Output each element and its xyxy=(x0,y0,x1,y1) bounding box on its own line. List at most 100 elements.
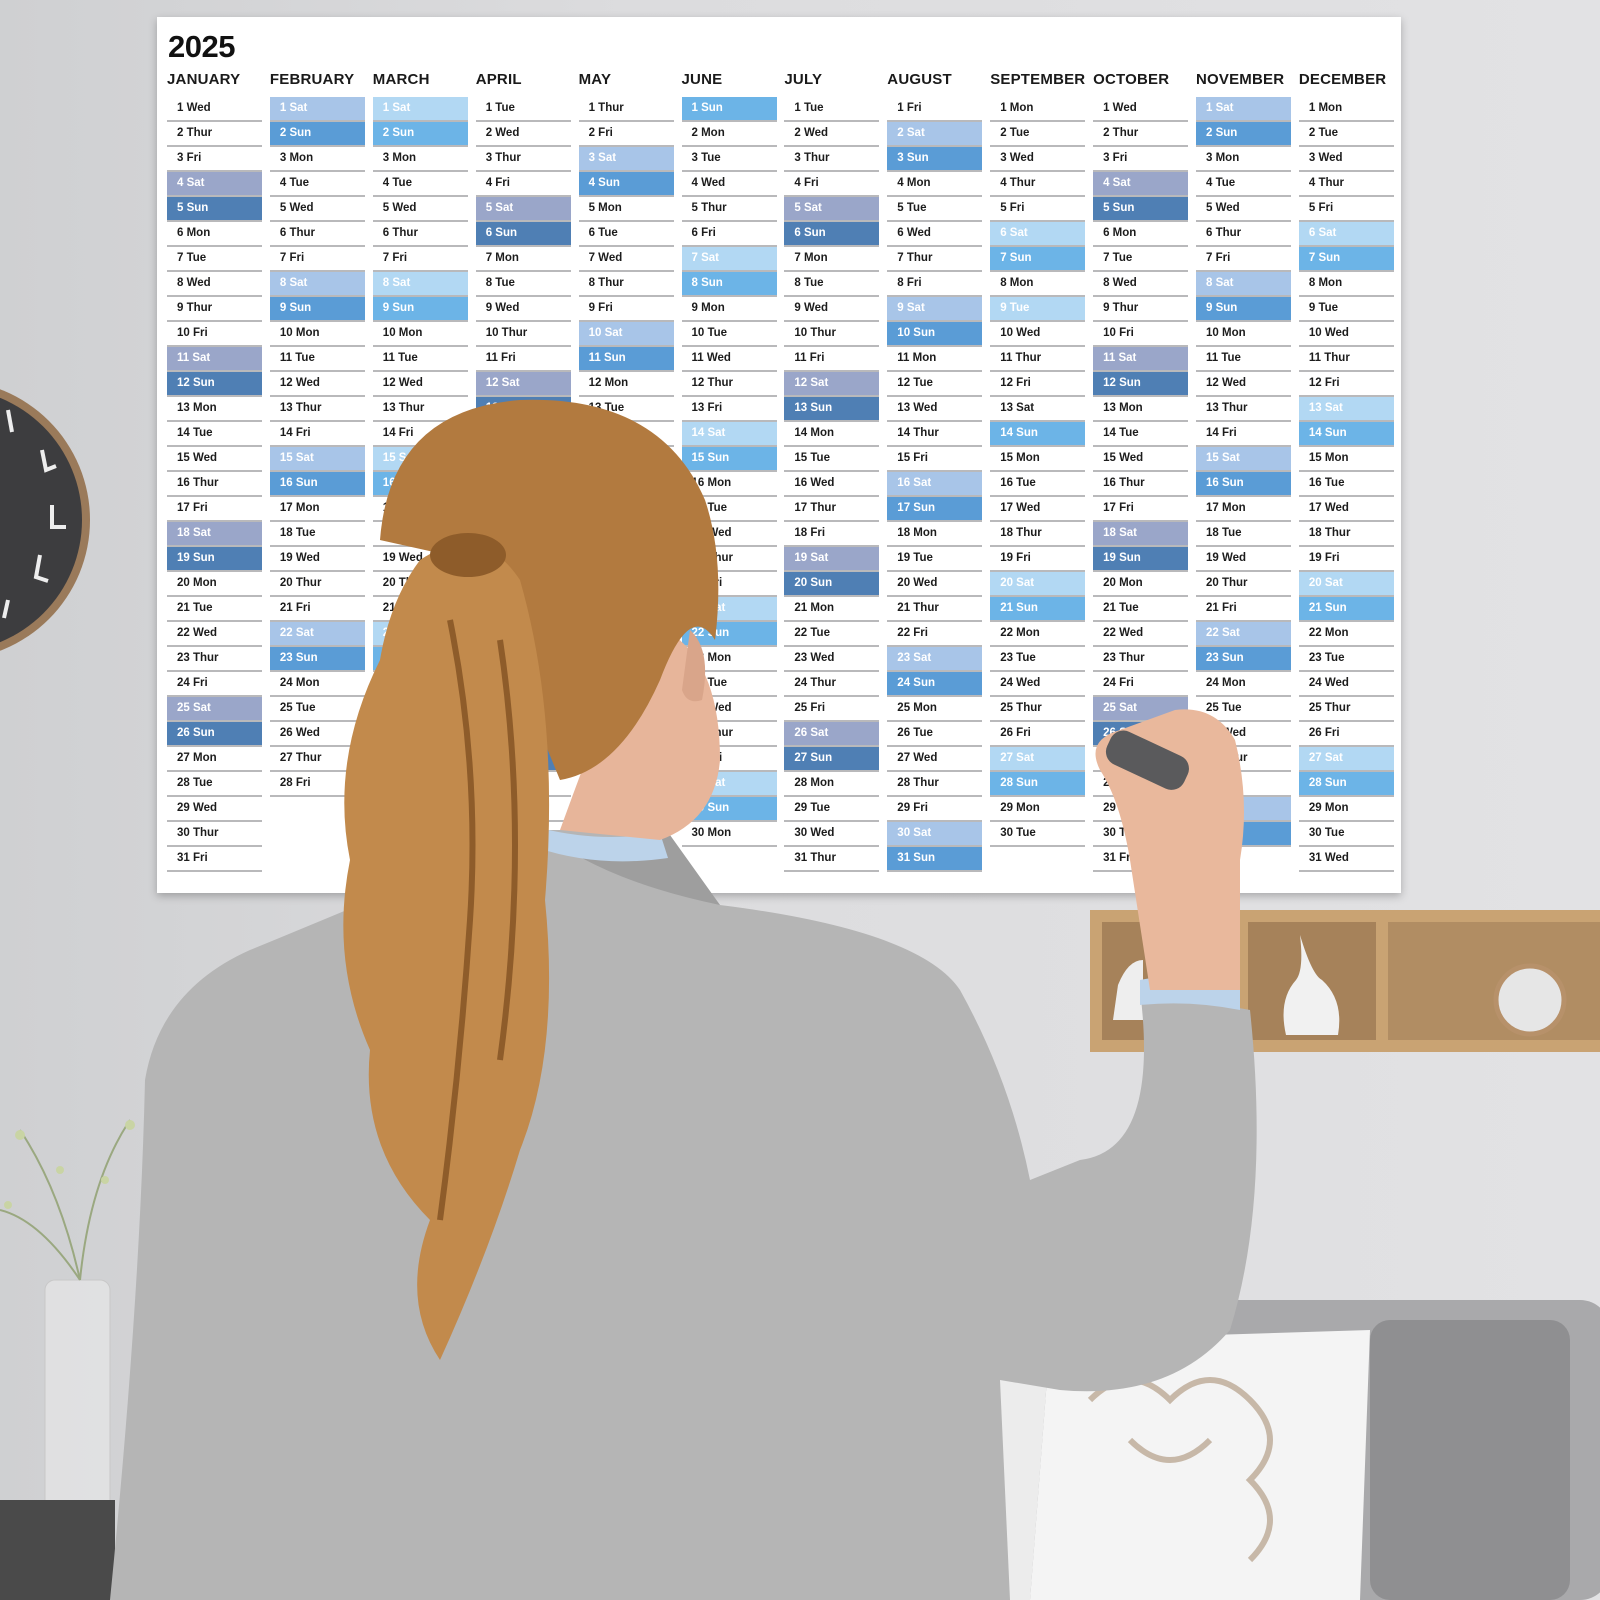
day-cell[interactable]: 6 Sun xyxy=(475,222,571,247)
day-cell[interactable]: 11 Sat xyxy=(167,347,262,372)
day-cell[interactable]: 4 Wed xyxy=(681,172,777,197)
day-cell[interactable]: 20 Wed xyxy=(887,572,983,597)
day-cell[interactable]: 9 Tue xyxy=(990,297,1086,322)
day-cell[interactable]: 1 Sat xyxy=(269,97,365,122)
day-cell[interactable]: 11 Thur xyxy=(1298,347,1394,372)
day-cell[interactable]: 16 Sat xyxy=(887,472,983,497)
day-cell[interactable]: 7 Wed xyxy=(578,247,674,272)
day-cell[interactable]: 2 Tue xyxy=(990,122,1086,147)
day-cell[interactable]: 12 Fri xyxy=(1298,372,1394,397)
day-cell[interactable]: 17 Thur xyxy=(784,497,880,522)
day-cell[interactable]: 10 Thur xyxy=(475,322,571,347)
day-cell[interactable]: 5 Sat xyxy=(475,197,571,222)
day-cell[interactable]: 19 Sun xyxy=(167,547,262,572)
day-cell[interactable]: 5 Wed xyxy=(1196,197,1291,222)
day-cell[interactable]: 9 Sun xyxy=(372,297,468,322)
day-cell[interactable]: 21 Sat xyxy=(681,597,777,622)
day-cell[interactable]: 28 Tue xyxy=(167,772,262,797)
day-cell[interactable]: 27 Mon xyxy=(167,747,262,772)
day-cell[interactable]: 22 Thur xyxy=(578,622,674,647)
day-cell[interactable]: 10 Tue xyxy=(681,322,777,347)
day-cell[interactable]: 29 Sat xyxy=(372,797,468,822)
day-cell[interactable]: 13 Sat xyxy=(1298,397,1394,422)
day-cell[interactable]: 21 Mon xyxy=(475,597,571,622)
day-cell[interactable]: 13 Tue xyxy=(578,397,674,422)
day-cell[interactable]: 21 Tue xyxy=(1093,597,1189,622)
day-cell[interactable]: 1 Thur xyxy=(578,97,674,122)
day-cell[interactable]: 18 Tue xyxy=(372,522,468,547)
day-cell[interactable]: 29 Mon xyxy=(1298,797,1394,822)
day-cell[interactable]: 30 Thur xyxy=(1093,822,1189,847)
day-cell[interactable]: 15 Mon xyxy=(990,447,1086,472)
day-cell[interactable]: 17 Mon xyxy=(1196,497,1291,522)
day-cell[interactable]: 26 Sun xyxy=(1093,722,1189,747)
day-cell[interactable]: 4 Sat xyxy=(1093,172,1189,197)
day-cell[interactable]: 13 Mon xyxy=(167,397,262,422)
day-cell[interactable]: 31 Sat xyxy=(578,847,674,872)
day-cell[interactable]: 26 Sat xyxy=(475,722,571,747)
day-cell[interactable]: 9 Wed xyxy=(475,297,571,322)
day-cell[interactable]: 19 Fri xyxy=(990,547,1086,572)
day-cell[interactable]: 28 Mon xyxy=(475,772,571,797)
day-cell[interactable]: 29 Tue xyxy=(784,797,880,822)
day-cell[interactable]: 19 Sat xyxy=(475,547,571,572)
day-cell[interactable]: 1 Wed xyxy=(167,97,262,122)
day-cell[interactable]: 27 Thur xyxy=(1196,747,1291,772)
day-cell[interactable]: 27 Sat xyxy=(990,747,1086,772)
day-cell[interactable]: 2 Sat xyxy=(887,122,983,147)
day-cell[interactable]: 12 Wed xyxy=(269,372,365,397)
day-cell[interactable]: 27 Sun xyxy=(475,747,571,772)
day-cell[interactable]: 15 Wed xyxy=(1093,447,1189,472)
day-cell[interactable]: 16 Fri xyxy=(578,472,674,497)
day-cell[interactable]: 16 Thur xyxy=(1093,472,1189,497)
day-cell[interactable]: 27 Thur xyxy=(372,747,468,772)
day-cell[interactable]: 23 Sun xyxy=(269,647,365,672)
day-cell[interactable]: 4 Tue xyxy=(269,172,365,197)
day-cell[interactable]: 14 Tue xyxy=(1093,422,1189,447)
day-cell[interactable]: 20 Sun xyxy=(475,572,571,597)
day-cell[interactable]: 2 Fri xyxy=(578,122,674,147)
day-cell[interactable]: 21 Mon xyxy=(784,597,880,622)
day-cell[interactable]: 14 Mon xyxy=(784,422,880,447)
day-cell[interactable]: 28 Fri xyxy=(1196,772,1291,797)
day-cell[interactable]: 20 Tue xyxy=(578,572,674,597)
day-cell[interactable]: 6 Thur xyxy=(372,222,468,247)
day-cell[interactable]: 20 Thur xyxy=(269,572,365,597)
day-cell[interactable]: 19 Sun xyxy=(1093,547,1189,572)
day-cell[interactable]: 22 Sat xyxy=(269,622,365,647)
day-cell[interactable]: 16 Sun xyxy=(1196,472,1291,497)
day-cell[interactable]: 13 Sun xyxy=(784,397,880,422)
day-cell[interactable]: 2 Thur xyxy=(1093,122,1189,147)
day-cell[interactable]: 7 Tue xyxy=(1093,247,1189,272)
day-cell[interactable]: 7 Thur xyxy=(887,247,983,272)
day-cell[interactable]: 3 Wed xyxy=(1298,147,1394,172)
day-cell[interactable]: 20 Fri xyxy=(681,572,777,597)
day-cell[interactable]: 26 Sun xyxy=(167,722,262,747)
day-cell[interactable]: 25 Thur xyxy=(990,697,1086,722)
day-cell[interactable]: 24 Mon xyxy=(269,672,365,697)
day-cell[interactable]: 27 Mon xyxy=(1093,747,1189,772)
day-cell[interactable]: 30 Wed xyxy=(475,822,571,847)
day-cell[interactable]: 24 Sat xyxy=(578,672,674,697)
day-cell[interactable]: 13 Sat xyxy=(990,397,1086,422)
day-cell[interactable]: 13 Thur xyxy=(1196,397,1291,422)
day-cell[interactable]: 22 Sun xyxy=(681,622,777,647)
day-cell[interactable]: 28 Sun xyxy=(990,772,1086,797)
day-cell[interactable]: 17 Tue xyxy=(681,497,777,522)
day-cell[interactable]: 2 Sun xyxy=(269,122,365,147)
day-cell[interactable]: 5 Wed xyxy=(372,197,468,222)
day-cell[interactable]: 13 Sun xyxy=(475,397,571,422)
day-cell[interactable]: 5 Sun xyxy=(1093,197,1189,222)
day-cell[interactable]: 19 Mon xyxy=(578,547,674,572)
day-cell[interactable]: 1 Wed xyxy=(1093,97,1189,122)
day-cell[interactable]: 19 Wed xyxy=(269,547,365,572)
day-cell[interactable]: 12 Wed xyxy=(372,372,468,397)
day-cell[interactable]: 14 Mon xyxy=(475,422,571,447)
day-cell[interactable]: 27 Wed xyxy=(887,747,983,772)
day-cell[interactable]: 30 Sun xyxy=(1196,822,1291,847)
day-cell[interactable]: 3 Mon xyxy=(1196,147,1291,172)
day-cell[interactable]: 28 Mon xyxy=(784,772,880,797)
day-cell[interactable]: 16 Tue xyxy=(1298,472,1394,497)
day-cell[interactable]: 22 Tue xyxy=(475,622,571,647)
day-cell[interactable]: 2 Wed xyxy=(784,122,880,147)
